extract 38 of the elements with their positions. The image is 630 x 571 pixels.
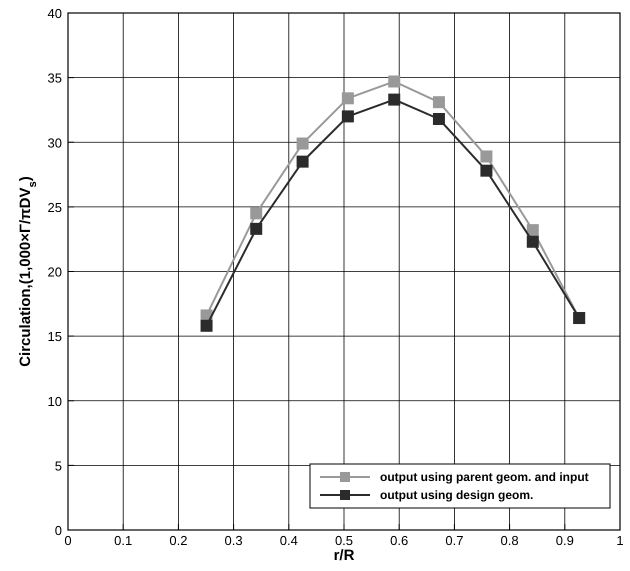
- x-tick-label: 0.2: [169, 533, 188, 548]
- y-tick-label: 20: [48, 264, 62, 280]
- x-tick-label: 0.7: [445, 533, 464, 548]
- x-tick-label: 0.5: [334, 533, 354, 548]
- point: [342, 110, 354, 122]
- point: [432, 96, 445, 108]
- legend-label: output using design geom.: [380, 488, 534, 502]
- x-tick-label: 0.1: [114, 533, 132, 548]
- x-tick-label: 0.3: [224, 533, 243, 548]
- point: [526, 236, 539, 248]
- point: [480, 150, 492, 162]
- point: [250, 222, 262, 235]
- y-tick-label: 0: [54, 523, 62, 538]
- y-tick-label: 30: [48, 135, 62, 150]
- point: [342, 92, 354, 104]
- x-tick-label: 1: [616, 533, 624, 548]
- point: [200, 320, 213, 332]
- x-axis-title: r/R: [334, 547, 355, 564]
- point: [388, 94, 400, 106]
- y-tick-label: 5: [54, 458, 62, 474]
- x-tick-label: 0.9: [556, 533, 574, 548]
- x-tick-label: 0: [64, 533, 72, 548]
- y-tick-label: 10: [48, 394, 62, 409]
- y-tick-label: 15: [48, 329, 62, 344]
- y-tick-label: 35: [48, 70, 62, 86]
- x-tick-label: 0.8: [500, 533, 519, 548]
- x-tick-label: 0.4: [280, 533, 298, 548]
- point: [388, 76, 400, 88]
- point: [480, 164, 492, 177]
- point: [250, 207, 262, 220]
- point: [432, 112, 445, 125]
- point: [296, 156, 309, 168]
- x-tick-label: 0.6: [390, 533, 408, 548]
- point: [526, 224, 539, 236]
- point: [296, 138, 309, 150]
- y-tick-label: 40: [48, 6, 62, 21]
- y-tick-label: 25: [48, 200, 62, 215]
- legend-label: output using parent geom. and input: [380, 470, 589, 484]
